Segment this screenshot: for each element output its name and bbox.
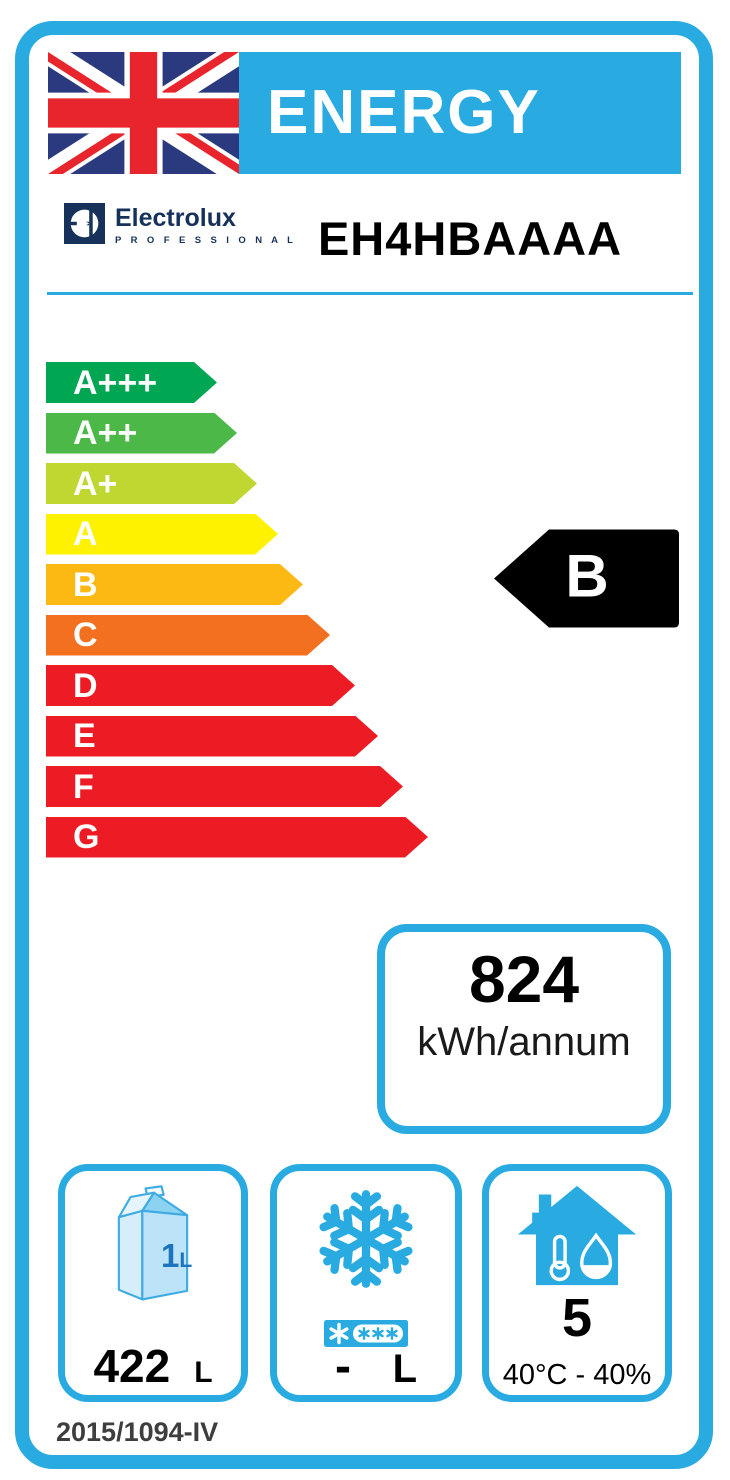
electrolux-symbol-icon [64,203,105,244]
rating-scale-arrow: E [46,716,378,757]
climate-class-range: 40°C - 40% [502,1359,652,1391]
rating-scale-arrow: B [46,564,303,605]
black-left-arrow-icon [494,529,679,628]
brand-subtitle: P R O F E S S I O N A L [115,235,297,246]
freezer-volume-row: - L [277,1343,455,1391]
fridge-volume-value: 422 [93,1340,171,1392]
rating-scale-arrow-label: D [73,666,98,705]
rating-scale-arrow-label: A++ [73,414,138,452]
freezer-volume-unit: L [392,1347,417,1391]
brand-name: Electrolux [115,204,236,232]
rating-scale-arrow: A+ [46,463,257,504]
rating-scale-arrow: F [46,766,403,807]
energy-title: ENERGY [267,78,541,147]
rating-scale-arrow: G [46,817,428,858]
current-rating-arrow: B [492,527,682,630]
energy-banner: ENERGY [239,52,681,174]
rating-scale-arrow: C [46,615,330,656]
rating-scale-arrow-label: F [73,767,94,806]
rating-scale: A+++ A++ A+ A B C D E F G [46,362,428,867]
climate-class-value: 5 [561,1288,593,1348]
rating-scale-arrow-label: E [73,717,96,755]
regulation-reference: 2015/1094-IV [56,1417,219,1447]
rating-scale-arrow-label: C [73,616,98,654]
rating-scale-arrow: A++ [46,413,237,454]
uk-flag-icon [48,52,239,174]
current-rating-letter: B [565,542,609,610]
four-star-freezer-icon [324,1320,408,1347]
electrolux-logo: Electrolux P R O F E S S I O N A L [64,203,296,246]
rating-scale-arrow-label: A+++ [73,363,158,402]
fridge-volume-box: 1L 422 L [58,1164,248,1402]
rating-scale-arrow-label: A+ [73,464,118,503]
rating-scale-arrow-label: G [73,818,100,856]
house-climate-icon [517,1185,637,1286]
consumption-unit: kWh/annum [417,1020,631,1064]
fridge-volume-unit: L [194,1356,213,1389]
climate-class-box: 5 40°C - 40% [482,1164,672,1402]
snowflake-icon [314,1187,418,1291]
rating-scale-arrow: D [46,665,355,706]
model-number: EH4HBAAAA [317,212,623,265]
milk-carton-icon [117,1185,189,1301]
rating-scale-arrow: A+++ [46,362,217,403]
rating-scale-arrow: A [46,514,278,555]
rating-scale-arrow-label: A [73,515,98,553]
freezer-volume-value: - [335,1340,351,1393]
consumption-box: 824 kWh/annum [377,924,671,1134]
rating-scale-arrow-label: B [73,565,98,604]
carton-capacity-label: 1L [161,1237,193,1274]
consumption-value: 824 [468,942,580,1016]
freezer-volume-box: - L [270,1164,462,1402]
fridge-volume-row: 422 L [65,1343,241,1389]
header-divider [47,292,693,295]
